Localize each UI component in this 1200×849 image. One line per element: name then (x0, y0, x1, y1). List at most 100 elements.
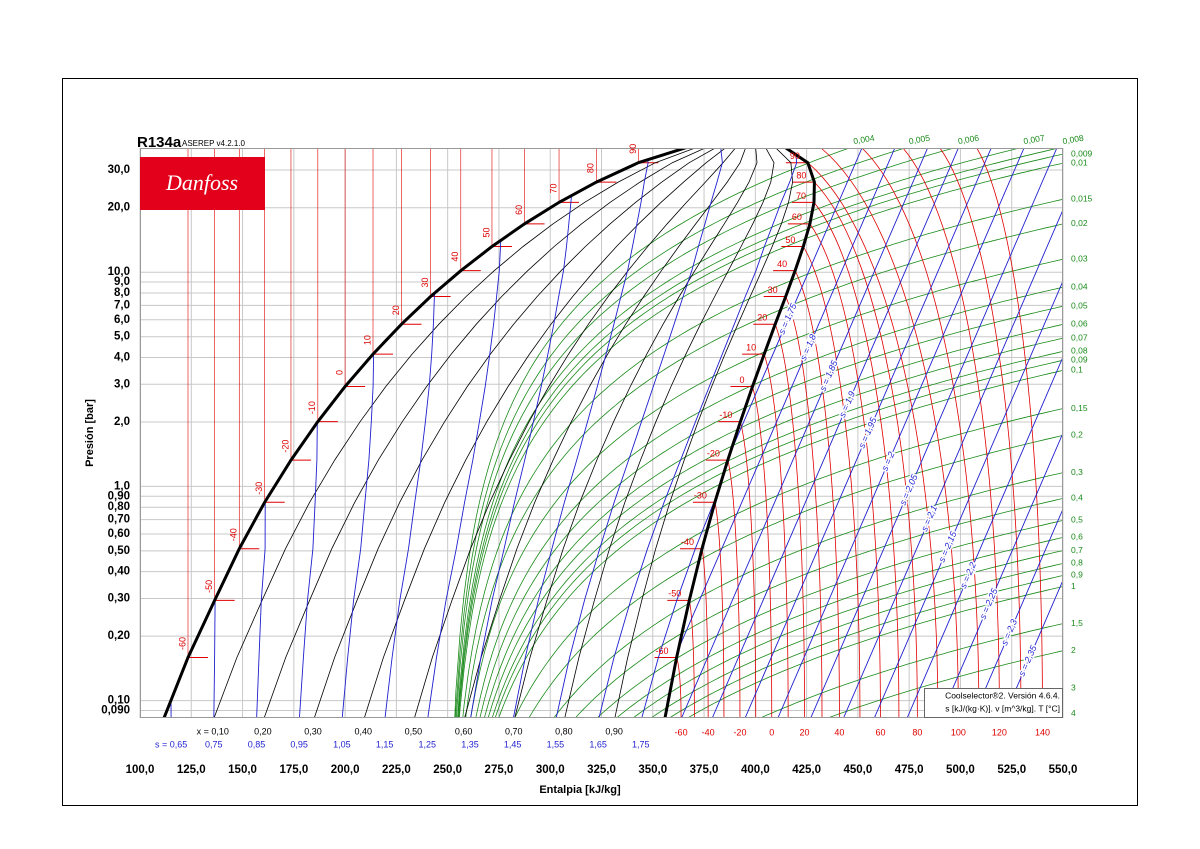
isochore (483, 323, 1063, 718)
y-tick-label: 0,80 (108, 501, 130, 513)
isochore (457, 148, 1022, 718)
x-tick-label: 225,0 (382, 764, 411, 776)
quality-label: 0,20 (254, 726, 272, 736)
isochore (494, 359, 1063, 718)
isochore-label: 0,005 (908, 133, 931, 147)
quality-line (414, 148, 736, 718)
quality-label: 0,50 (405, 726, 423, 736)
saturated-liquid-line (162, 148, 690, 718)
y-tick-label: 0,090 (101, 704, 130, 716)
quality-line (263, 148, 707, 718)
isochore-label: 0,009 (1071, 148, 1093, 158)
isochore-label: 0,4 (1071, 493, 1083, 503)
vapor-isentropes (664, 148, 1063, 718)
isotherm (813, 202, 900, 718)
isochore (528, 435, 1063, 718)
isentrope-label: 1,25 (419, 739, 437, 749)
saturation-temperature-label: 80 (586, 163, 596, 173)
saturation-temperature-label: 40 (777, 259, 787, 269)
isochore (615, 537, 1063, 718)
isotherm (802, 246, 861, 718)
isochore (759, 623, 1063, 718)
isentrope (744, 148, 992, 718)
isotherm (861, 148, 980, 718)
isochore (457, 148, 1061, 718)
isochore (596, 520, 1063, 718)
isotherm (739, 421, 757, 718)
isochore (462, 198, 1063, 718)
saturation-temperature-label: -10 (719, 410, 732, 420)
saturation-temperature-label: 70 (548, 183, 558, 193)
isochore (491, 351, 1063, 718)
isochore-label: 0,008 (1062, 133, 1085, 147)
isochore (498, 370, 1063, 718)
x-tick-label: 500,0 (946, 764, 975, 776)
isentrope-label: 0,85 (248, 739, 266, 749)
isentrope-label: 1,75 (632, 739, 650, 749)
isochore-label: 0,15 (1071, 403, 1088, 413)
x-tick-label: 400,0 (741, 764, 770, 776)
isochore (475, 286, 1063, 718)
isentrope (341, 353, 375, 718)
saturation-temperature-label: 50 (481, 228, 491, 238)
isentrope (512, 159, 649, 718)
isentrope (298, 422, 318, 718)
chart-subtitle: ASEREP v4.2.1.0 (182, 139, 246, 148)
footnote: Coolselector®2. Versión 4.6.4. (945, 690, 1060, 700)
isotherm (785, 296, 823, 718)
y-tick-label: 3,0 (114, 378, 130, 390)
isochore (458, 162, 1063, 718)
y-tick-label: 0,50 (108, 545, 130, 557)
isotherm-tick-label: 100 (951, 727, 966, 737)
saturation-temperature-label: 10 (362, 335, 372, 345)
isotherm (820, 148, 959, 718)
isochore-label: 0,02 (1071, 218, 1088, 228)
isochore (458, 153, 1063, 718)
isochore (487, 337, 1063, 718)
saturation-temperature-label: -40 (681, 537, 694, 547)
isochore (553, 472, 1063, 718)
saturation-temperature-label: -50 (204, 580, 214, 593)
isochore-label: 0,006 (957, 133, 980, 147)
saturation-temperature-label: 10 (746, 342, 756, 352)
isochore (826, 650, 1063, 718)
isotherm (714, 502, 725, 718)
y-tick-label: 20,0 (108, 202, 130, 214)
y-tick-label: 8,0 (114, 287, 130, 299)
saturation-temperature-label: -30 (254, 482, 264, 495)
isotherm (688, 600, 695, 718)
isochore-label: 1 (1071, 581, 1076, 591)
isotherm-tick-label: -40 (702, 727, 715, 737)
isochore (465, 223, 1063, 718)
x-tick-label: 325,0 (587, 764, 616, 776)
isotherm (727, 460, 741, 718)
isochore-label: 0,01 (1071, 157, 1088, 167)
quality-label: 0,30 (304, 726, 322, 736)
isotherm (809, 223, 881, 718)
y-tick-label: 2,0 (114, 416, 130, 428)
isochore (650, 563, 1063, 718)
logo-box (140, 157, 265, 210)
isochore-label: 0,8 (1071, 558, 1083, 568)
isentrope (384, 293, 436, 718)
isentrope (777, 148, 1025, 718)
isochore-label: 0,05 (1071, 300, 1088, 310)
isotherm-tick-label: 0 (769, 727, 774, 737)
x-axis-label: Entalpia [kJ/kg] (539, 784, 621, 796)
y-tick-label: 0,30 (108, 592, 130, 604)
y-tick-label: 10,0 (108, 266, 130, 278)
isentrope-label: 1,05 (333, 739, 351, 749)
isochore (455, 148, 956, 718)
y-tick-label: 0,10 (108, 695, 130, 707)
quality-label: 0,60 (455, 726, 473, 736)
isochore-label: 0,07 (1071, 332, 1088, 342)
saturation-temperature-label: 90 (790, 151, 800, 161)
isentrope (1003, 148, 1063, 718)
x-tick-label: 250,0 (433, 764, 462, 776)
isentrope (873, 148, 1063, 718)
isotherm (939, 148, 1022, 718)
isochore-label: 0,08 (1071, 346, 1088, 356)
quality-label: 0,90 (605, 726, 623, 736)
